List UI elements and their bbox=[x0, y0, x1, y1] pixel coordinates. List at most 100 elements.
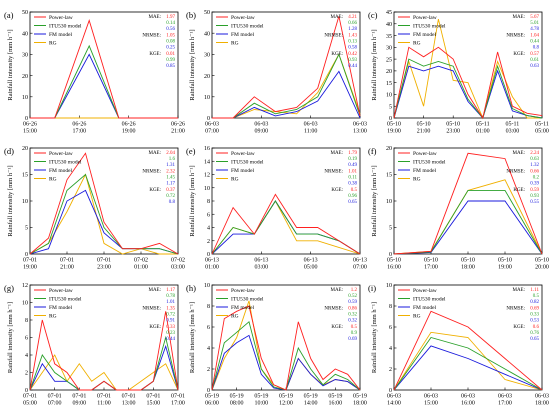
series-line-power-law bbox=[29, 311, 179, 391]
y-tick-label: 0 bbox=[389, 388, 392, 394]
x-tick-label: 21:00 bbox=[60, 265, 74, 271]
metric-value: 0.82 bbox=[530, 300, 539, 305]
metric-label: NRMSE: bbox=[142, 307, 161, 312]
y-tick-label: 10 bbox=[22, 199, 28, 205]
metric-value: 0.14 bbox=[166, 21, 175, 26]
chart-panel-f: 0510152005-1016:0005-1017:0005-1018:0005… bbox=[368, 146, 549, 271]
x-tick-label: 14:00 bbox=[304, 401, 318, 407]
y-tick-label: 20 bbox=[386, 146, 392, 152]
legend-label: FM model bbox=[49, 168, 73, 174]
y-tick-label: 30 bbox=[204, 53, 210, 59]
series-line-itu530-model bbox=[211, 200, 361, 255]
x-tick-label: 07-01 bbox=[72, 394, 86, 400]
y-tick-label: 16 bbox=[204, 146, 210, 152]
x-tick-label: 07:00 bbox=[353, 265, 367, 271]
legend-label: ITU530 model bbox=[49, 160, 82, 166]
legend-label: ITU530 model bbox=[49, 297, 82, 303]
metric-value: 0.66 bbox=[348, 21, 357, 26]
legend-label: FM model bbox=[413, 32, 437, 38]
x-tick-label: 06-26 bbox=[122, 122, 136, 128]
legend-label: FM model bbox=[49, 32, 73, 38]
metric-value: 0.08 bbox=[166, 40, 175, 45]
metric-value: 0.23 bbox=[166, 331, 175, 336]
y-tick-label: 6 bbox=[389, 325, 392, 331]
metric-value: 0.42 bbox=[348, 52, 357, 57]
metric-value: 2.24 bbox=[530, 151, 539, 156]
x-tick-label: 07-02 bbox=[134, 258, 148, 264]
metric-label: KGE: bbox=[513, 52, 525, 57]
metric-label: NRMSE: bbox=[506, 34, 525, 39]
x-tick-label: 13:00 bbox=[122, 401, 136, 407]
x-tick-label: 17:00 bbox=[498, 401, 512, 407]
legend-label: FM model bbox=[413, 168, 437, 174]
chart-panel-i: 024681006-0314:0006-0315:0006-0316:0006-… bbox=[368, 283, 549, 407]
metric-value: 0.38 bbox=[348, 182, 357, 187]
panel-letter: (a) bbox=[4, 10, 14, 20]
legend-label: Power-law bbox=[231, 151, 255, 157]
x-tick-label: 05-10 bbox=[446, 122, 460, 128]
y-tick-label: 10 bbox=[386, 199, 392, 205]
y-tick-label: 20 bbox=[22, 74, 28, 80]
y-tick-label: 10 bbox=[22, 301, 28, 307]
legend-label: Power-law bbox=[49, 288, 73, 294]
y-tick-label: 40 bbox=[204, 31, 210, 37]
series-line-rg bbox=[29, 354, 179, 391]
x-tick-label: 16:00 bbox=[461, 401, 475, 407]
x-tick-label: 05-10 bbox=[387, 122, 401, 128]
x-tick-label: 07:00 bbox=[48, 401, 62, 407]
x-tick-label: 13:00 bbox=[353, 129, 367, 135]
metric-value: 0.19 bbox=[348, 157, 357, 162]
metric-value: 1.2 bbox=[351, 288, 358, 293]
metric-value: 1.45 bbox=[166, 176, 175, 181]
series-line-itu530-model bbox=[393, 336, 543, 391]
metric-value: 1.17 bbox=[166, 182, 175, 187]
x-tick-label: 06-03 bbox=[461, 394, 475, 400]
x-tick-label: 07-01 bbox=[122, 394, 136, 400]
y-tick-label: 6 bbox=[207, 212, 210, 218]
metric-label: NRMSE: bbox=[506, 170, 525, 175]
legend-label: Power-law bbox=[413, 288, 437, 294]
metric-value: 1.17 bbox=[166, 288, 175, 293]
x-tick-label: 20:00 bbox=[535, 265, 549, 271]
y-tick-label: 2 bbox=[207, 239, 210, 245]
legend-label: RG bbox=[49, 41, 57, 47]
metric-value: 2.32 bbox=[166, 170, 175, 175]
metric-label: MAE: bbox=[513, 151, 526, 156]
series-line-fm-model bbox=[393, 345, 543, 391]
x-tick-label: 18:00 bbox=[353, 401, 367, 407]
series-line-fm-model bbox=[393, 65, 543, 119]
metric-value: 1.05 bbox=[166, 34, 175, 39]
series-line-fm-model bbox=[212, 70, 361, 119]
x-tick-label: 07-01 bbox=[60, 258, 74, 264]
x-tick-label: 06-03 bbox=[254, 122, 268, 128]
x-tick-label: 08:00 bbox=[230, 401, 244, 407]
x-tick-label: 16:00 bbox=[387, 265, 401, 271]
chart-panel-g: 02468101207-0105:0007-0107:0007-0109:000… bbox=[4, 283, 185, 407]
metric-value: 0.37 bbox=[166, 188, 175, 193]
legend-label: FM model bbox=[231, 305, 255, 311]
metric-value: 1.31 bbox=[166, 163, 175, 168]
metric-value: 1.04 bbox=[530, 34, 539, 39]
metric-label: MAE: bbox=[513, 288, 526, 293]
legend-label: RG bbox=[413, 41, 421, 47]
series-line-power-law bbox=[212, 16, 361, 119]
legend-label: FM model bbox=[231, 168, 255, 174]
x-tick-label: 19:00 bbox=[23, 265, 37, 271]
x-tick-label: 16:00 bbox=[328, 401, 342, 407]
series-line-itu530-model bbox=[393, 58, 543, 119]
series-line-itu530-model bbox=[29, 173, 179, 255]
x-tick-label: 06:00 bbox=[205, 401, 219, 407]
metric-value: 0.99 bbox=[166, 58, 175, 63]
y-axis-label: Rainfall intensity [mm h⁻¹] bbox=[189, 29, 196, 100]
metric-value: 0.72 bbox=[166, 313, 175, 318]
series-line-power-law bbox=[393, 152, 543, 255]
y-tick-label: 10 bbox=[386, 283, 392, 289]
metric-value: 0.39 bbox=[530, 182, 539, 187]
series-line-rg bbox=[212, 53, 361, 119]
y-tick-label: 0 bbox=[25, 388, 28, 394]
metric-value: 5.67 bbox=[530, 15, 539, 20]
chart-panel-a: 0102030405006-2615:0006-2617:0006-2619:0… bbox=[4, 10, 185, 135]
y-tick-label: 12 bbox=[22, 283, 28, 289]
legend-label: Power-law bbox=[49, 151, 73, 157]
